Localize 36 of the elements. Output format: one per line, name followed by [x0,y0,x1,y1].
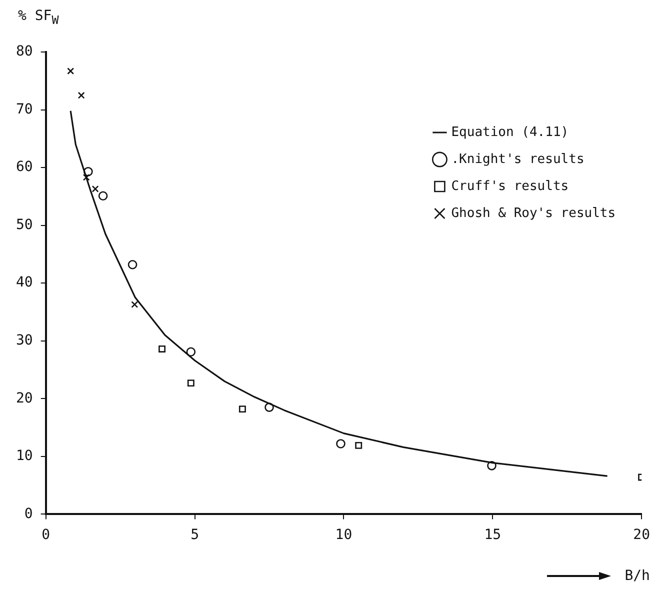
legend-label: Cruff's results [451,178,569,194]
y-tick-label: 60 [16,159,33,176]
x-tick-label: 15 [484,527,502,544]
point [187,380,194,387]
point [186,347,196,356]
legend-label: Ghosh & Roy's results [451,206,616,221]
point [131,301,138,308]
x-tick-label: 20 [633,527,650,544]
y-tick-label: 20 [16,390,33,406]
point [264,402,274,412]
legend-label: .Knight's results [451,152,584,167]
point [336,439,346,448]
legend-label: Equation (4.11) [451,124,569,140]
point [78,92,85,99]
point [128,260,138,270]
x-axis-title: B/h [624,568,650,584]
point [158,345,166,352]
y-tick-label: 40 [16,274,33,291]
point [98,191,108,201]
y-tick-label: 80 [16,44,33,60]
point [487,461,496,470]
y-axis-title: % SF$_{W}$ [18,8,59,27]
x-tick-label: 10 [335,527,352,544]
y-tick-label: 70 [16,101,33,118]
x-tick-label: 5 [190,527,200,544]
y-tick-label: 0 [24,506,33,522]
y-tick-label: 50 [16,216,33,233]
point [238,406,246,413]
point [355,442,362,449]
point [67,68,74,75]
y-tick-label: 30 [16,332,33,349]
x-tick-label: 0 [42,527,50,544]
point [84,166,93,176]
point [92,185,99,192]
y-tick-label: 10 [16,448,33,464]
point [82,174,90,181]
